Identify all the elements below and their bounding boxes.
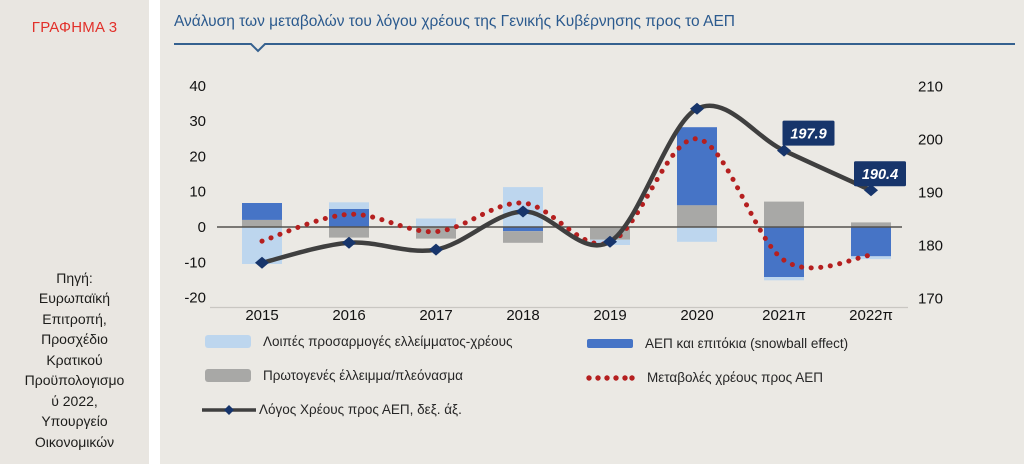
title-underline xyxy=(174,43,1015,53)
svg-text:170: 170 xyxy=(918,290,943,307)
chart-panel: Ανάλυση των μεταβολών του λόγου χρέους τ… xyxy=(160,0,1024,464)
svg-text:210: 210 xyxy=(918,79,943,96)
svg-text:40: 40 xyxy=(189,78,206,95)
legend-label: Πρωτογενές έλλειμμα/πλεόνασμα xyxy=(263,368,463,383)
figure-label: ΓΡΑΦΗΜΑ 3 xyxy=(31,19,118,36)
svg-text:2019: 2019 xyxy=(593,307,626,324)
bar-segment-adjustments xyxy=(416,218,456,227)
svg-text:2022π: 2022π xyxy=(849,307,893,324)
bar-segment-primary xyxy=(851,222,891,227)
value-annotation: 197.9 xyxy=(782,120,835,146)
svg-text:200: 200 xyxy=(918,132,943,149)
debt-ratio-markers xyxy=(255,102,878,269)
svg-text:190.4: 190.4 xyxy=(862,167,898,183)
svg-text:-10: -10 xyxy=(184,254,206,271)
bar-segment-primary xyxy=(242,219,282,227)
value-annotation: 190.4 xyxy=(854,161,906,187)
bar-segment-adjustments xyxy=(851,256,891,260)
bar-segment-snowball xyxy=(242,203,282,220)
svg-text:10: 10 xyxy=(189,184,206,201)
debt-ratio-line xyxy=(261,103,872,265)
legend-item-debt-changes: Μεταβολές χρέους προς ΑΕΠ xyxy=(585,370,823,385)
svg-text:0: 0 xyxy=(198,219,206,236)
bar-segment-adjustments xyxy=(764,277,804,281)
debt-changes-line xyxy=(259,136,874,271)
legend-label: Μεταβολές χρέους προς ΑΕΠ xyxy=(647,370,823,385)
bar-segment-snowball xyxy=(764,227,804,278)
legend-item-debt-ratio: Λόγος Χρέους προς ΑΕΠ, δεξ. άξ. xyxy=(202,402,462,417)
axis-tick-labels: 40 30 20 10 0 -10 -20 210 200 190 180 170 xyxy=(184,78,943,307)
light-blue-bar-swatch-icon xyxy=(205,335,251,348)
svg-text:2015: 2015 xyxy=(245,307,278,324)
svg-text:2018: 2018 xyxy=(506,307,539,324)
svg-text:-20: -20 xyxy=(184,290,206,307)
svg-text:190: 190 xyxy=(918,184,943,201)
line-diamond-swatch-icon xyxy=(202,404,256,415)
svg-text:30: 30 xyxy=(189,113,206,130)
bar-segment-snowball xyxy=(851,227,891,257)
sidebar: ΓΡΑΦΗΜΑ 3 Πηγή: Ευρωπαϊκή Επιτροπή, Προσ… xyxy=(0,0,149,464)
legend-label: Λοιπές προσαρμογές ελλείμματος-χρέους xyxy=(263,334,513,349)
svg-text:2021π: 2021π xyxy=(762,307,806,324)
dark-blue-bar-swatch-icon xyxy=(587,339,633,348)
legend-item-primary: Πρωτογενές έλλειμμα/πλεόνασμα xyxy=(205,368,463,383)
bar-segment-snowball xyxy=(503,227,543,232)
svg-text:2016: 2016 xyxy=(332,307,365,324)
legend-label: ΑΕΠ και επιτόκια (snowball effect) xyxy=(645,336,849,351)
bar-segment-adjustments xyxy=(329,202,369,209)
bar-segment-primary xyxy=(764,201,804,227)
svg-text:2020: 2020 xyxy=(680,307,713,324)
gray-bar-swatch-icon xyxy=(205,369,251,382)
svg-text:197.9: 197.9 xyxy=(790,126,826,142)
red-dotted-line-swatch-icon xyxy=(586,374,635,381)
bar-segment-primary xyxy=(677,205,717,227)
svg-text:2017: 2017 xyxy=(419,307,452,324)
bar-segment-adjustments xyxy=(677,227,717,242)
bar-segment-primary xyxy=(329,227,369,238)
svg-text:180: 180 xyxy=(918,237,943,254)
source-text: Πηγή: Ευρωπαϊκή Επιτροπή, Προσχέδιο Κρατ… xyxy=(24,269,125,450)
stacked-bars xyxy=(242,127,891,281)
chart-title: Ανάλυση των μεταβολών του λόγου χρέους τ… xyxy=(174,13,735,30)
x-axis-labels: 2015 2016 2017 2018 2019 2020 2021π 2022π xyxy=(245,307,893,324)
bar-segment-primary xyxy=(503,231,543,243)
bar-segment-snowball xyxy=(329,209,369,227)
svg-text:20: 20 xyxy=(189,148,206,165)
legend-item-snowball: ΑΕΠ και επιτόκια (snowball effect) xyxy=(587,336,848,351)
legend-item-adjustments: Λοιπές προσαρμογές ελλείμματος-χρέους xyxy=(205,334,512,349)
legend-label: Λόγος Χρέους προς ΑΕΠ, δεξ. άξ. xyxy=(259,402,462,417)
